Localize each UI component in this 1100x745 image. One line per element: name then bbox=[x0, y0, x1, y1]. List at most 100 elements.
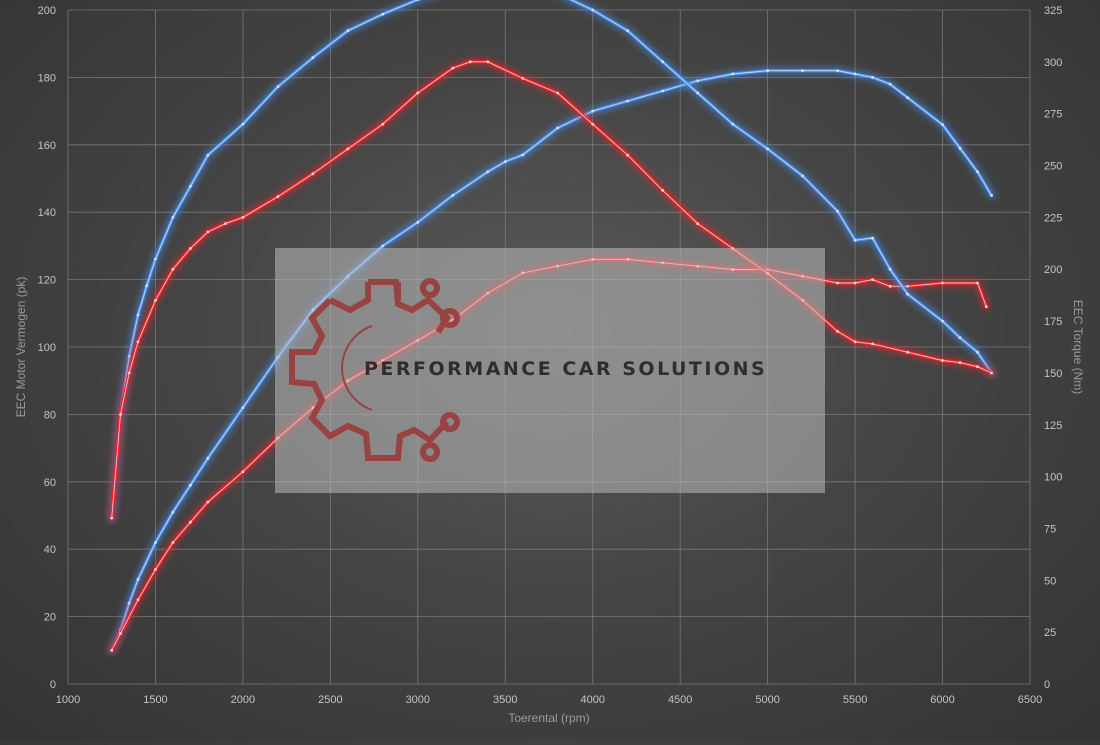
watermark-text: PERFORMANCE CAR SOLUTIONS bbox=[364, 358, 767, 380]
y2-tick-label: 175 bbox=[1044, 316, 1062, 328]
series-point bbox=[958, 146, 962, 150]
series-point bbox=[127, 601, 131, 605]
series-point bbox=[110, 516, 114, 520]
series-point bbox=[503, 160, 507, 164]
y2-tick-label: 75 bbox=[1044, 523, 1056, 535]
y2-tick-label: 225 bbox=[1044, 212, 1062, 224]
series-point bbox=[189, 184, 192, 188]
x-tick-label: 1500 bbox=[143, 694, 167, 706]
series-point bbox=[145, 284, 149, 288]
series-point bbox=[416, 0, 420, 1]
y2-tick-label: 275 bbox=[1044, 109, 1062, 121]
x-tick-label: 1000 bbox=[56, 694, 80, 706]
series-point bbox=[958, 336, 962, 340]
series-point bbox=[556, 126, 560, 130]
series-point bbox=[241, 470, 245, 474]
series-point bbox=[154, 568, 157, 571]
series-point bbox=[976, 350, 979, 354]
series-point bbox=[171, 267, 175, 271]
series-point bbox=[853, 238, 857, 242]
series-point bbox=[276, 195, 280, 199]
series-point bbox=[189, 247, 192, 250]
series-point bbox=[346, 29, 350, 33]
series-stock-right bbox=[107, 57, 996, 523]
y2-tick-label: 125 bbox=[1044, 420, 1062, 432]
series-point bbox=[888, 267, 892, 271]
x-tick-label: 6500 bbox=[1018, 694, 1042, 706]
series-point bbox=[381, 12, 385, 16]
series-point bbox=[871, 342, 874, 346]
y-tick-label: 160 bbox=[38, 140, 56, 152]
series-point bbox=[171, 510, 175, 514]
series-point bbox=[171, 216, 175, 219]
series-point bbox=[154, 541, 157, 544]
y-tick-label: 180 bbox=[38, 72, 56, 84]
y2-tick-label: 325 bbox=[1044, 5, 1062, 17]
y-tick-label: 20 bbox=[44, 612, 56, 624]
series-point bbox=[468, 60, 472, 64]
series-point bbox=[154, 298, 157, 302]
series-tuned-left bbox=[107, 66, 996, 655]
series-point bbox=[346, 147, 350, 151]
series-point bbox=[206, 230, 210, 234]
series-point bbox=[906, 292, 909, 296]
y-tick-label: 140 bbox=[38, 207, 56, 219]
x-tick-label: 2000 bbox=[231, 694, 255, 706]
series-point bbox=[836, 330, 839, 333]
series-point bbox=[801, 174, 804, 178]
series-point bbox=[556, 91, 560, 95]
series-point bbox=[189, 520, 192, 524]
series-point bbox=[871, 236, 874, 240]
series-point bbox=[119, 413, 122, 416]
series-point bbox=[486, 170, 490, 174]
x-axis-title: Toerental (rpm) bbox=[508, 711, 589, 725]
series-point bbox=[206, 456, 210, 460]
y2-tick-label: 0 bbox=[1044, 679, 1050, 691]
series-point bbox=[110, 648, 114, 652]
series-point bbox=[136, 598, 140, 602]
series-point bbox=[906, 96, 909, 99]
y2-tick-label: 200 bbox=[1044, 264, 1062, 276]
series-point bbox=[154, 257, 157, 261]
y-tick-label: 100 bbox=[38, 342, 56, 354]
series-point bbox=[451, 66, 455, 70]
series-point bbox=[521, 77, 525, 80]
series-point bbox=[127, 371, 131, 375]
series-point bbox=[696, 91, 700, 95]
series-point bbox=[853, 72, 857, 76]
series-point bbox=[836, 69, 839, 73]
x-tick-label: 3000 bbox=[406, 694, 430, 706]
series-point bbox=[486, 60, 490, 64]
series-point bbox=[626, 153, 630, 157]
x-tick-label: 4000 bbox=[580, 694, 604, 706]
series-point bbox=[591, 122, 595, 126]
series-point bbox=[976, 281, 979, 285]
series-point bbox=[853, 340, 857, 344]
series-point bbox=[801, 69, 804, 73]
series-point bbox=[591, 109, 595, 113]
series-point bbox=[136, 340, 140, 344]
y-tick-label: 80 bbox=[44, 409, 56, 421]
y2-tick-label: 100 bbox=[1044, 472, 1062, 484]
series-point bbox=[990, 194, 993, 197]
x-tick-label: 6000 bbox=[930, 694, 954, 706]
series-point bbox=[416, 91, 420, 95]
gear-circuit-icon bbox=[289, 278, 460, 462]
series-core bbox=[111, 0, 992, 519]
y-tick-label: 0 bbox=[50, 679, 56, 691]
series-point bbox=[416, 220, 420, 224]
series-point bbox=[381, 122, 385, 126]
y-tick-label: 40 bbox=[44, 544, 56, 556]
series-point bbox=[888, 284, 892, 288]
series-point bbox=[836, 209, 839, 213]
series-point bbox=[311, 172, 315, 176]
series-point bbox=[941, 281, 944, 285]
series-point bbox=[941, 123, 944, 126]
x-tick-label: 5500 bbox=[843, 694, 867, 706]
y-axis-title: EEC Motor Vermogen (pk) bbox=[14, 277, 28, 418]
y2-tick-label: 150 bbox=[1044, 368, 1062, 380]
series-point bbox=[941, 319, 944, 323]
x-tick-label: 3500 bbox=[493, 694, 517, 706]
series-point bbox=[381, 244, 385, 248]
